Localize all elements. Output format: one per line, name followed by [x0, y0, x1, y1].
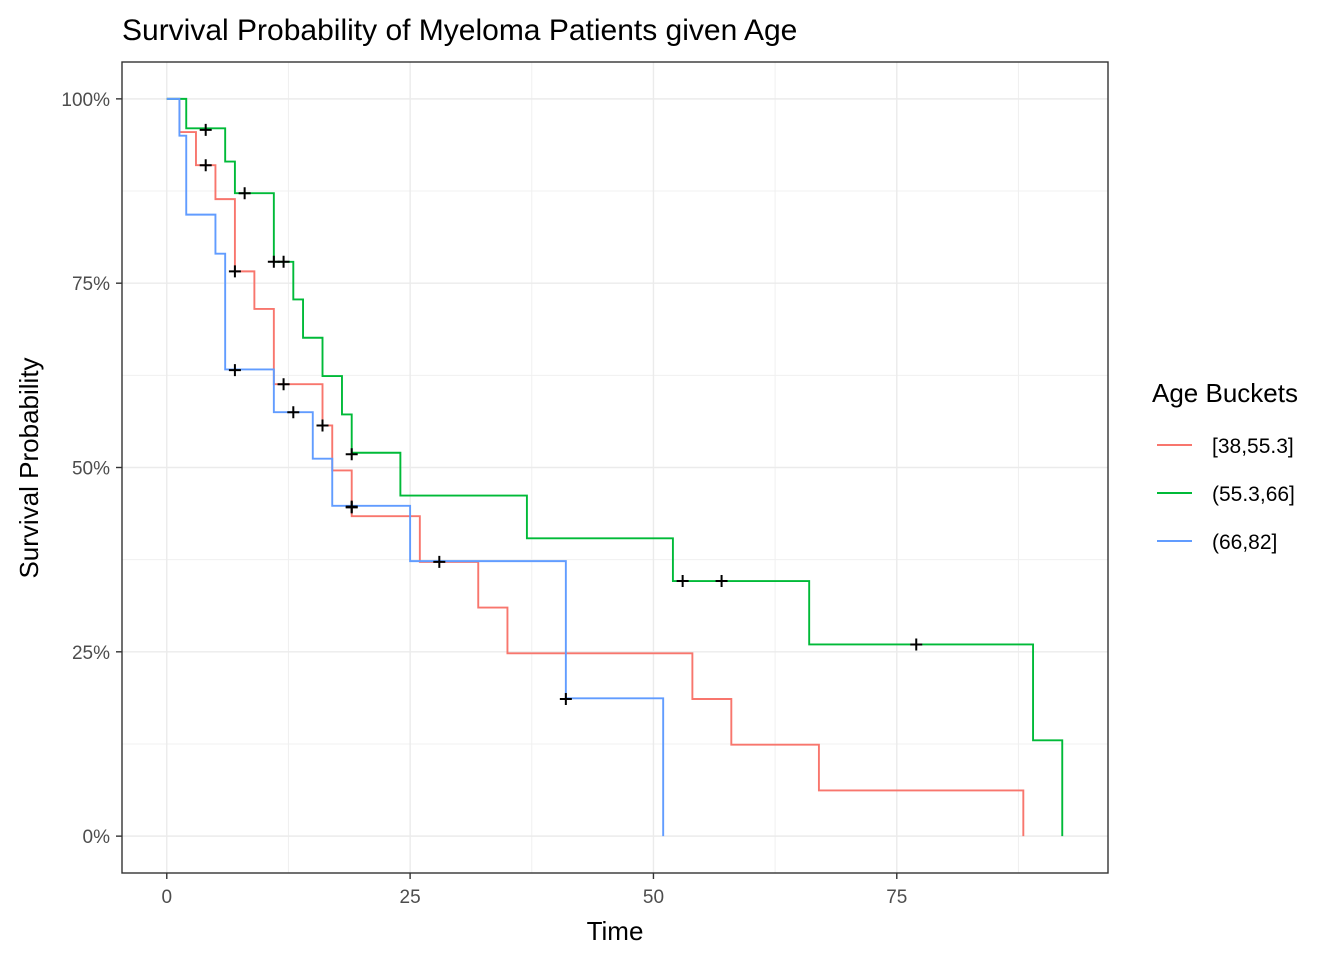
censor-marker: [199, 123, 212, 136]
y-tick-label: 50%: [72, 459, 110, 480]
series-layer: [166, 97, 1064, 837]
x-tick-label: 25: [400, 887, 421, 908]
series-line: [166, 97, 1064, 837]
censor-marker: [676, 575, 689, 588]
censor-marker: [228, 265, 241, 278]
grid-lines: [122, 62, 1108, 873]
legend-label: (55.3,66]: [1212, 483, 1295, 506]
x-tick-label: 0: [161, 887, 172, 908]
censor-marker: [228, 364, 241, 377]
legend: Age Buckets [38,55.3] (55.3,66] (66,82]: [1152, 378, 1298, 554]
y-tick-label: 100%: [61, 90, 110, 111]
censor-marker: [277, 378, 290, 391]
x-tick-label: 75: [886, 887, 907, 908]
x-axis-title: Time: [587, 916, 644, 946]
y-axis-title: Survival Probability: [14, 357, 44, 578]
censor-marker: [316, 419, 329, 432]
censor-marker: [559, 693, 572, 706]
legend-title: Age Buckets: [1152, 378, 1298, 408]
censor-markers: [199, 123, 923, 706]
legend-label: (66,82]: [1212, 531, 1277, 554]
chart-title: Survival Probability of Myeloma Patients…: [122, 14, 797, 47]
censor-marker: [238, 187, 251, 200]
censor-marker: [199, 159, 212, 172]
censor-marker: [345, 501, 358, 514]
censor-marker: [910, 638, 923, 651]
y-tick-label: 0%: [83, 827, 111, 848]
y-tick-label: 25%: [72, 643, 110, 664]
censor-marker: [277, 255, 290, 268]
legend-label: [38,55.3]: [1212, 435, 1294, 458]
x-tick-label: 50: [643, 887, 664, 908]
legend-items: [38,55.3] (55.3,66] (66,82]: [1157, 435, 1295, 554]
censor-marker: [433, 555, 446, 568]
censor-marker: [715, 575, 728, 588]
censor-marker: [287, 406, 300, 419]
censor-marker: [345, 448, 358, 461]
series-line: [166, 97, 665, 837]
y-tick-label: 75%: [72, 274, 110, 295]
axes: 0 25 50 75 0% 25% 50% 75% 100%: [61, 90, 907, 908]
